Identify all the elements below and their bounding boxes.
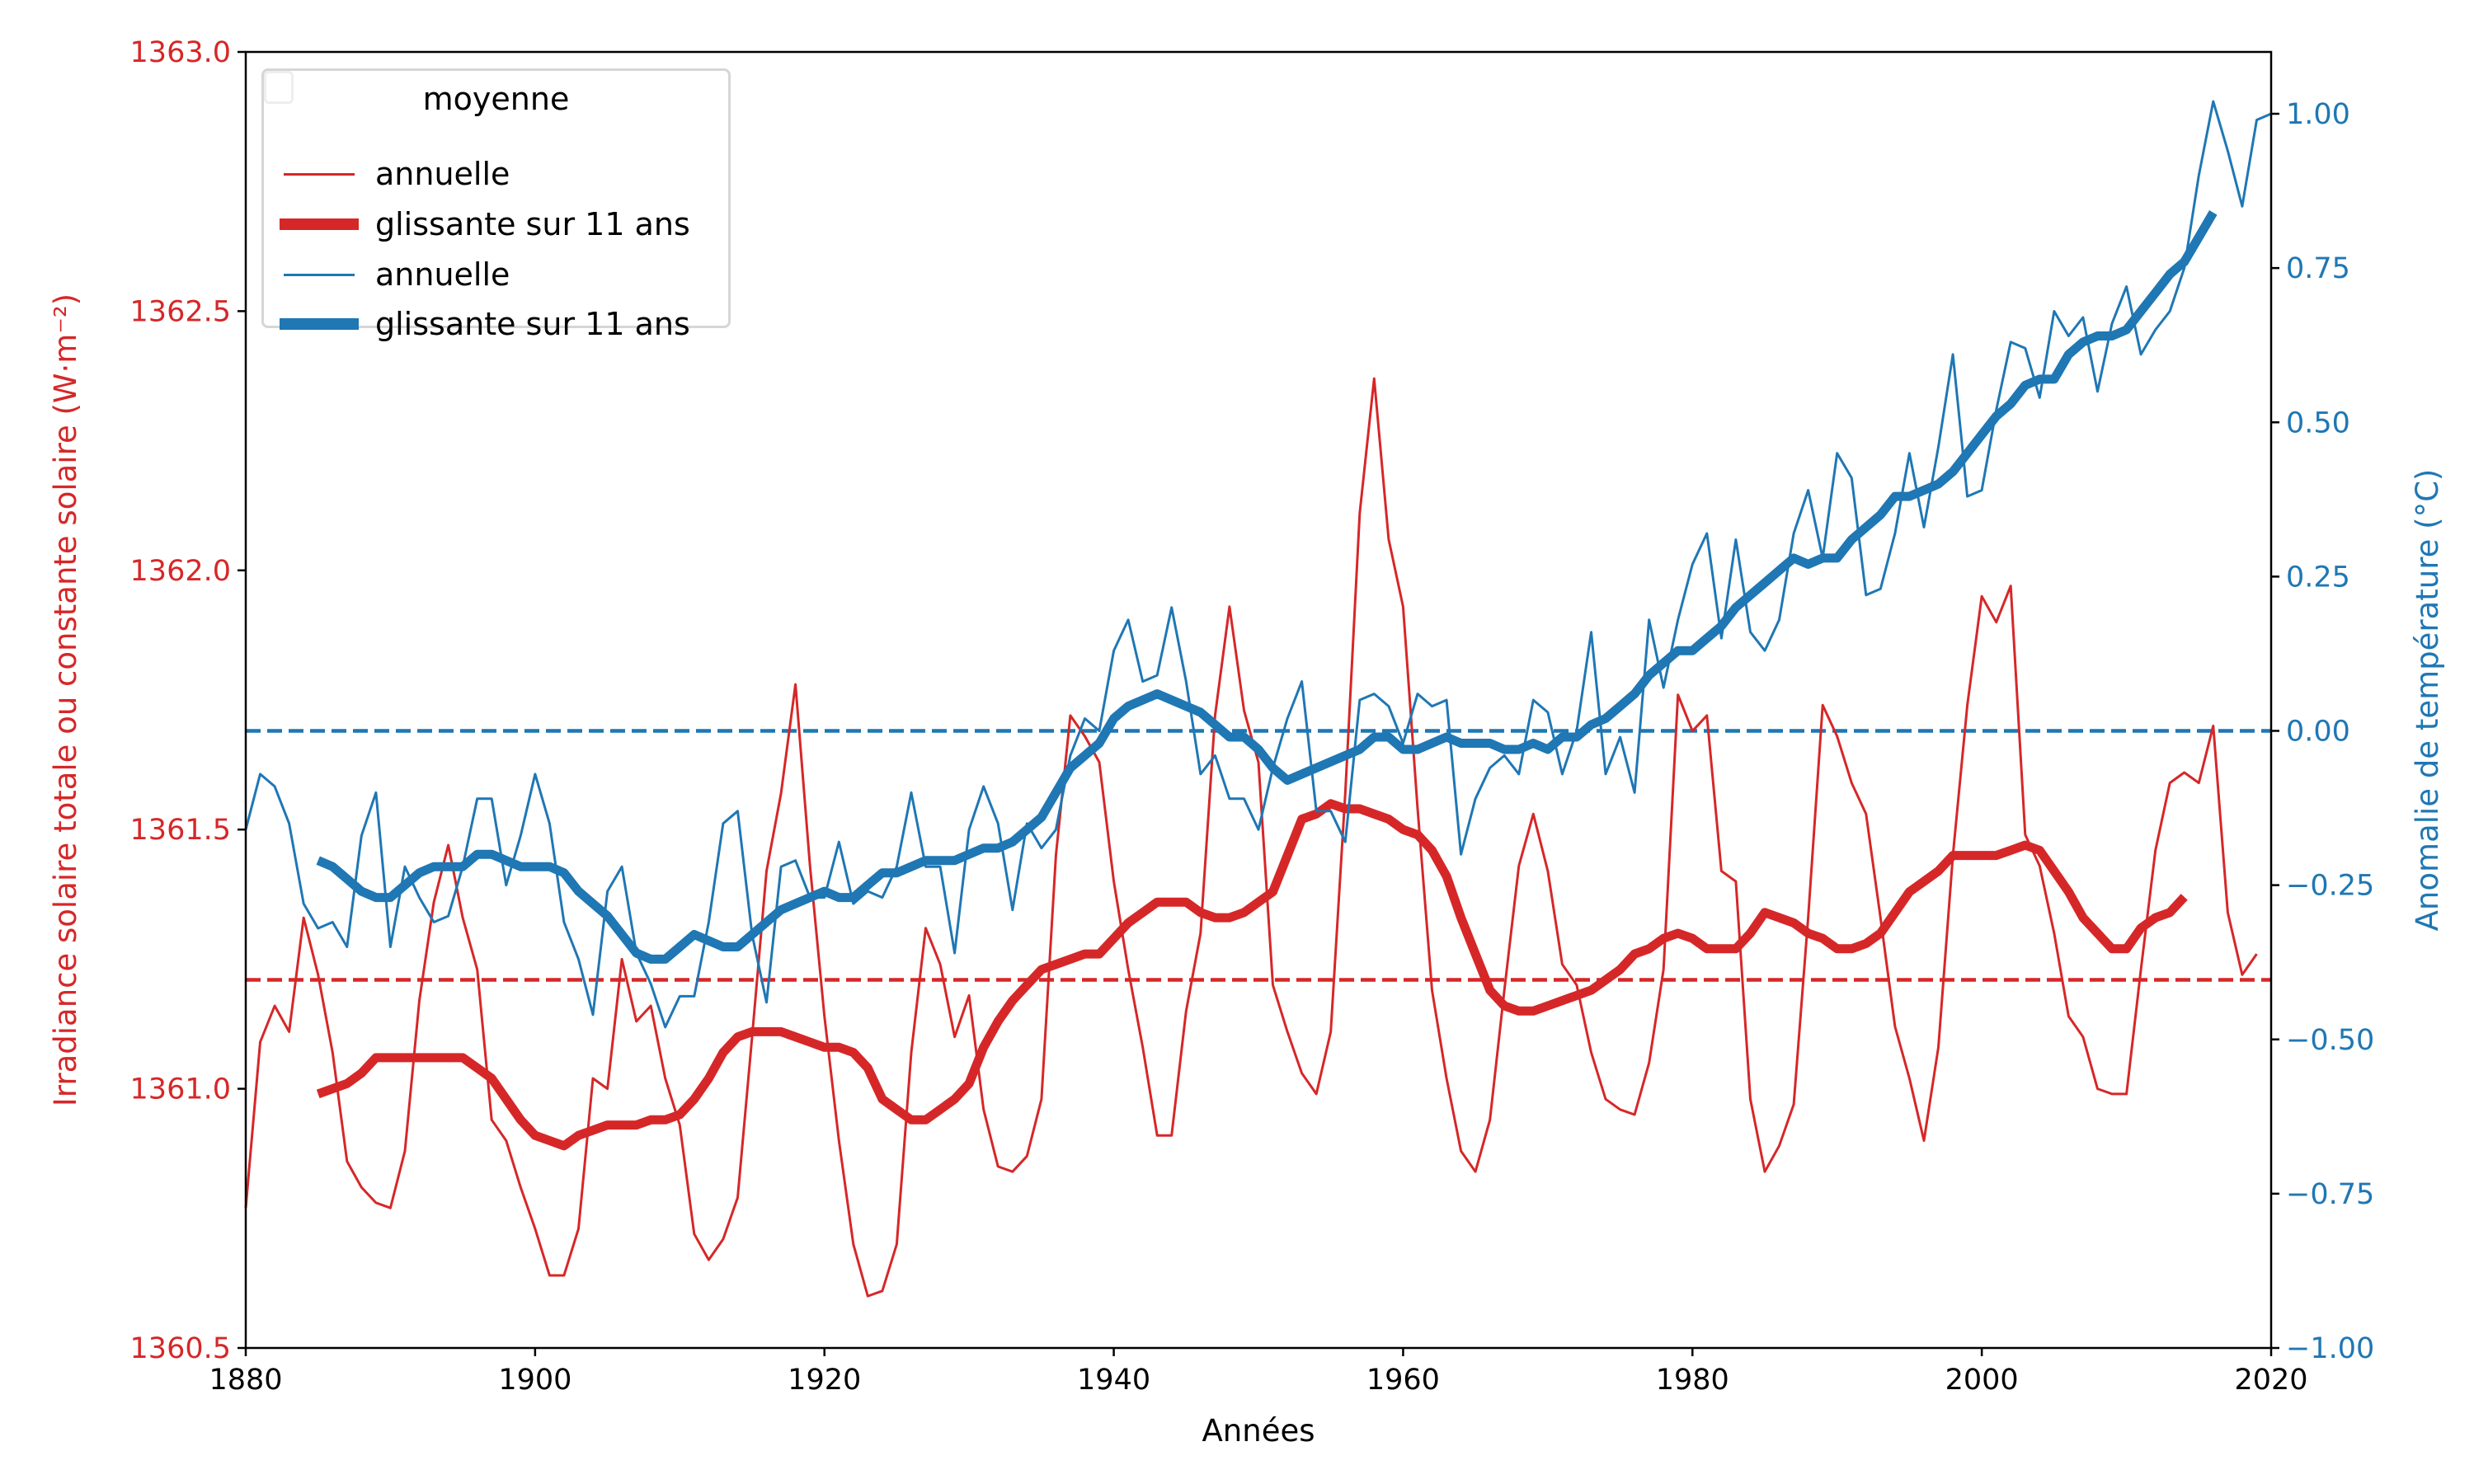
legend-entry-irradiance-smoothed: glissante sur 11 ans <box>264 204 728 245</box>
right-y-tick-label: −0.50 <box>2286 1024 2374 1057</box>
left-y-tick-label: 1361.5 <box>130 814 231 847</box>
temperature-annual-line <box>244 100 2272 1029</box>
x-tick-label: 2020 <box>2234 1364 2307 1397</box>
left-y-axis-label: Irradiance solaire totale ou constante s… <box>48 294 83 1106</box>
x-tick-label: 1880 <box>209 1364 282 1397</box>
legend-label: glissante sur 11 ans <box>375 306 690 342</box>
x-axis-label: Années <box>1202 1413 1315 1449</box>
x-tick-label: 1980 <box>1656 1364 1729 1397</box>
legend-swatch-blue-thin <box>284 273 355 276</box>
legend-swatch-red-thin <box>284 172 355 176</box>
x-tick-label: 1920 <box>788 1364 861 1397</box>
irradiance-annual-line <box>244 377 2258 1298</box>
left-y-tick-label: 1362.0 <box>130 555 231 588</box>
legend-entry-temperature-annual: annuelle <box>264 254 728 295</box>
axis-ticks: 1880 1900 1920 1940 1960 1980 2000 2020 1360.5 13… <box>130 36 2375 1397</box>
legend: moyenne annuelle glissante sur 11 ans an… <box>261 68 731 342</box>
right-y-tick-label: −0.75 <box>2286 1178 2374 1211</box>
right-y-tick-label: −1.00 <box>2286 1332 2374 1365</box>
legend-empty-handle <box>264 71 294 104</box>
right-y-tick-label: −0.25 <box>2286 870 2374 903</box>
plot-frame <box>244 50 2273 1350</box>
legend-entry-irradiance-annual: annuelle <box>264 153 728 195</box>
right-y-tick-label: 0.00 <box>2286 716 2350 749</box>
right-y-tick-label: 0.75 <box>2286 252 2350 285</box>
x-tick-label: 1900 <box>498 1364 571 1397</box>
legend-swatch-blue-thick <box>280 318 359 330</box>
legend-label: glissante sur 11 ans <box>375 206 690 242</box>
legend-label: annuelle <box>375 156 510 192</box>
right-y-tick-label: 0.50 <box>2286 406 2350 439</box>
plot-lines <box>244 100 2272 1298</box>
x-tick-label: 1940 <box>1077 1364 1150 1397</box>
x-tick-label: 2000 <box>1945 1364 2019 1397</box>
left-y-tick-label: 1360.5 <box>130 1332 231 1365</box>
right-y-tick-label: 1.00 <box>2286 98 2350 131</box>
right-y-axis-label: Anomalie de température (°C) <box>2410 469 2445 932</box>
left-y-tick-label: 1361.0 <box>130 1073 231 1106</box>
irradiance-smoothed-line <box>316 799 2188 1151</box>
temperature-smoothed-line <box>316 210 2218 964</box>
legend-entry-temperature-smoothed: glissante sur 11 ans <box>264 303 728 345</box>
legend-label: annuelle <box>375 256 510 293</box>
right-y-tick-label: 0.25 <box>2286 561 2350 594</box>
left-y-tick-label: 1362.5 <box>130 295 231 328</box>
legend-title: moyenne <box>422 81 570 117</box>
x-tick-label: 1960 <box>1366 1364 1440 1397</box>
legend-swatch-red-thick <box>280 218 359 230</box>
left-y-tick-label: 1363.0 <box>130 36 231 69</box>
